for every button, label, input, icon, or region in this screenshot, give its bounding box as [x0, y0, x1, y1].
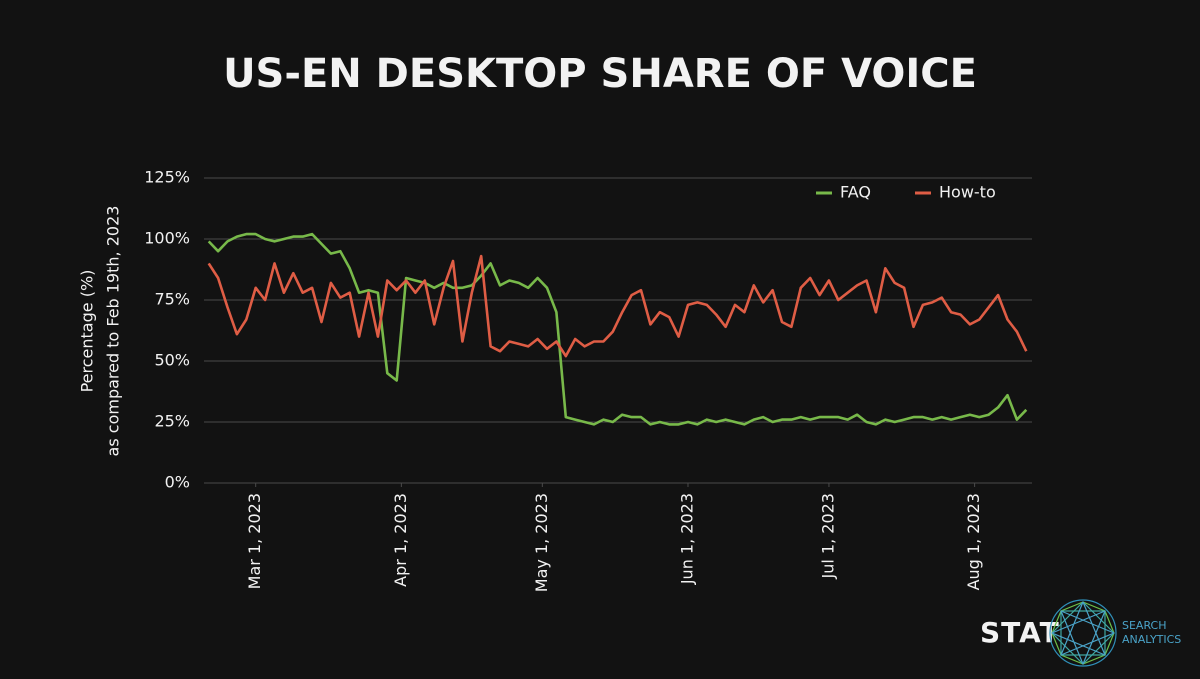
- y-tick-label: 50%: [154, 351, 190, 370]
- y-tick-label: 75%: [154, 290, 190, 309]
- legend-label: How-to: [939, 183, 996, 202]
- y-axis-label: Percentage (%): [78, 270, 97, 393]
- x-tick-label: Jun 1, 2023: [677, 493, 696, 585]
- y-tick-label: 0%: [165, 473, 190, 492]
- logo: STAT SEARCH ANALYTICS: [980, 599, 1181, 667]
- logo-tagline: ANALYTICS: [1122, 633, 1181, 646]
- logo-tagline: SEARCH: [1122, 619, 1167, 632]
- x-tick-label: Mar 1, 2023: [245, 493, 264, 589]
- x-tick-label: Aug 1, 2023: [964, 493, 983, 590]
- logo-brand: STAT: [980, 616, 1060, 649]
- x-tick-label: Apr 1, 2023: [391, 493, 410, 587]
- data-line: [207, 254, 1028, 358]
- x-tick-label: Jul 1, 2023: [818, 493, 837, 579]
- logo-ring: [1049, 599, 1117, 667]
- logo-icon: [1049, 599, 1117, 667]
- y-tick-label: 100%: [144, 229, 190, 248]
- x-tick-label: May 1, 2023: [532, 493, 551, 592]
- legend-label: FAQ: [840, 183, 871, 202]
- chart-title: US-EN DESKTOP SHARE OF VOICE: [223, 51, 977, 97]
- data-line: [207, 232, 1028, 426]
- y-axis-label: as compared to Feb 19th, 2023: [104, 206, 123, 457]
- logo-shape: [1051, 601, 1115, 665]
- y-tick-label: 125%: [144, 168, 190, 187]
- y-tick-label: 25%: [154, 412, 190, 431]
